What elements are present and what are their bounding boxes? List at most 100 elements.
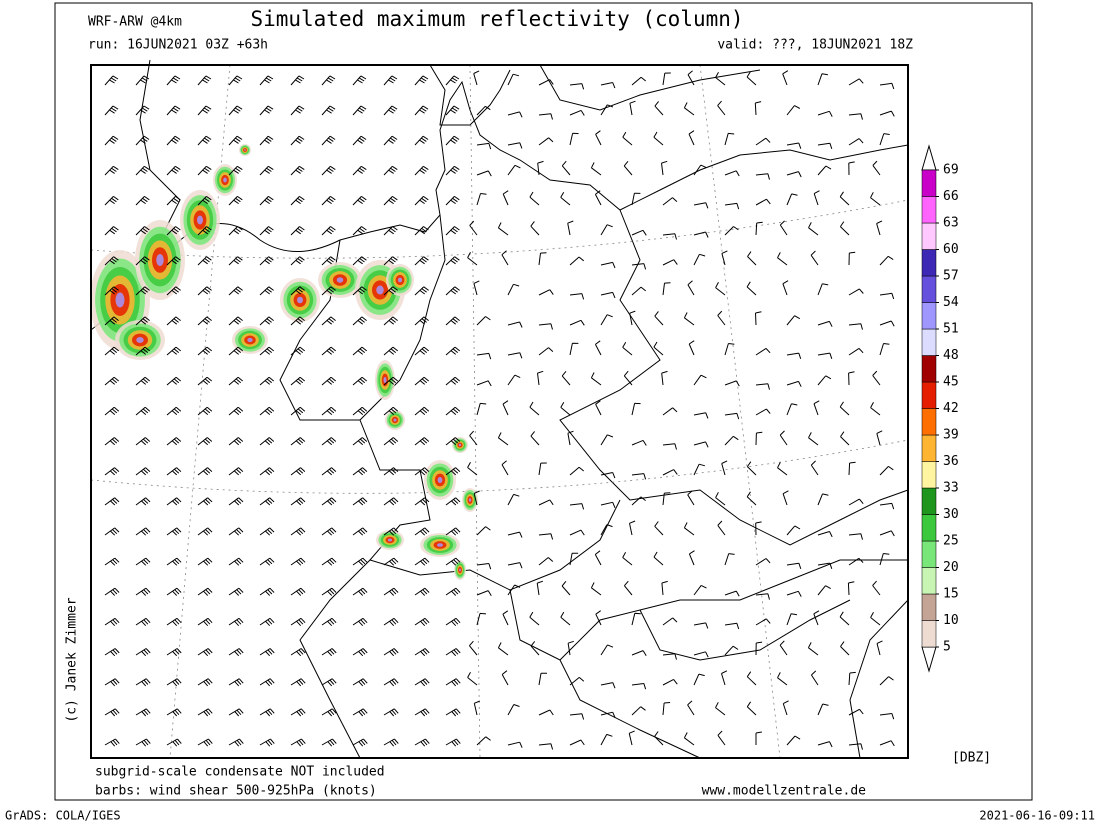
wind-barb [717, 100, 726, 116]
wind-barb [631, 706, 646, 716]
wind-barb [414, 165, 429, 176]
wind-barb [197, 406, 213, 416]
wind-barbs [104, 70, 895, 750]
unit-label: [DBZ] [952, 751, 991, 766]
wind-barb [779, 640, 788, 656]
wind-barb [529, 611, 540, 626]
wind-barb [600, 434, 614, 446]
wind-barb [228, 467, 244, 476]
wind-barb [538, 347, 554, 356]
wind-barb [445, 678, 461, 687]
wind-barb [848, 347, 864, 356]
wind-barb [166, 617, 182, 627]
wind-barb [755, 198, 771, 206]
wind-barb [445, 467, 461, 476]
wind-barb [414, 497, 430, 506]
wind-barb [848, 557, 864, 566]
wind-barb [569, 109, 585, 116]
wind-barb [507, 73, 520, 86]
wind-barb [631, 683, 647, 690]
wind-barb [290, 467, 306, 476]
wind-barb [414, 346, 430, 356]
wind-barb [746, 461, 757, 476]
colorbar-segment [921, 593, 937, 621]
wind-barb [687, 490, 695, 506]
wind-barb [724, 645, 739, 656]
storm-cell [393, 418, 397, 422]
wind-barb [321, 135, 336, 146]
wind-barb [746, 491, 757, 506]
wind-barb [259, 648, 275, 657]
wind-barb [259, 738, 275, 747]
wind-barb [848, 78, 864, 86]
wind-barb [135, 226, 150, 236]
wind-barb [414, 406, 430, 416]
wind-barb [600, 291, 616, 299]
wind-barb [779, 220, 788, 236]
wind-barb [538, 113, 553, 120]
wind-barb [259, 376, 275, 386]
wind-barb [104, 316, 119, 326]
wind-barb [590, 162, 602, 176]
wind-barb [321, 105, 336, 116]
wind-barb [662, 259, 678, 266]
wind-barb [538, 672, 547, 686]
wind-barb [507, 142, 523, 149]
wind-barb [166, 286, 181, 296]
graticule [90, 64, 909, 759]
wind-barb [839, 611, 850, 626]
wind-barb [777, 672, 788, 686]
wind-barb [352, 75, 367, 86]
wind-barb [810, 460, 819, 476]
wind-barb [507, 164, 521, 176]
wind-barb [104, 587, 120, 596]
wind-barb [538, 557, 554, 566]
wind-barb [724, 590, 740, 597]
wind-barb [538, 462, 547, 476]
storm-cell [376, 285, 384, 295]
wind-barb [352, 497, 368, 506]
credit: (c) Janek Zimmer [65, 597, 80, 722]
wind-barb [538, 252, 547, 266]
wind-barb [497, 642, 509, 656]
wind-barb [104, 165, 119, 176]
wind-barb [879, 530, 895, 537]
wind-barb [623, 160, 633, 176]
wind-barb [259, 286, 274, 296]
wind-barb [414, 135, 429, 146]
wind-barb [197, 376, 213, 386]
wind-barb [530, 221, 540, 236]
wind-barb [104, 617, 120, 627]
wind-barb [848, 708, 864, 716]
wind-barb [629, 100, 636, 116]
wind-barb [197, 75, 212, 86]
wind-barb [879, 110, 895, 117]
software-label: GrADS: COLA/IGES [5, 809, 121, 823]
storm-cell [458, 443, 462, 447]
wind-barb [631, 263, 647, 270]
wind-barb [476, 105, 491, 116]
wind-barb [197, 587, 213, 596]
wind-barb [104, 105, 119, 116]
wind-barb [839, 401, 850, 416]
wind-barb [166, 467, 182, 476]
wind-barb [290, 708, 306, 717]
wind-barb [352, 527, 368, 536]
title: Simulated maximum reflectivity (column) [250, 7, 743, 31]
wind-barb [631, 402, 641, 416]
wind-barb [197, 437, 213, 446]
wind-barb [104, 75, 119, 86]
colorbar-segment [921, 275, 937, 303]
wind-barb [259, 527, 275, 536]
wind-barb [687, 70, 695, 86]
wind-barb [569, 503, 585, 510]
colorbar-tick-label: 60 [943, 242, 959, 257]
wind-barb [693, 253, 706, 266]
wind-barb [166, 226, 181, 236]
wind-barb [653, 551, 664, 566]
wind-barb [590, 372, 602, 386]
colorbar-segment [921, 328, 937, 356]
wind-barb [352, 316, 367, 326]
wind-barb [623, 370, 633, 386]
wind-barb [135, 527, 151, 536]
